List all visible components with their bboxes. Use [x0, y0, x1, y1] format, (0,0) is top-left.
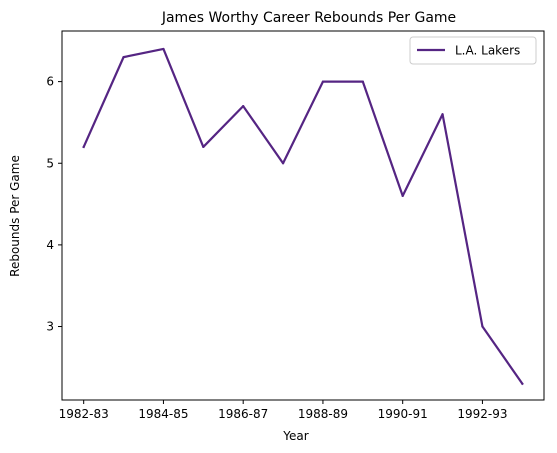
legend-label: L.A. Lakers: [455, 44, 520, 58]
x-tick-label: 1988-89: [298, 407, 348, 421]
chart-title: James Worthy Career Rebounds Per Game: [161, 10, 456, 26]
data-point: [281, 162, 285, 165]
data-point: [481, 325, 484, 328]
data-point: [202, 145, 205, 149]
y-axis-ticks: 3 4 5 6: [46, 75, 62, 334]
data-point: [441, 113, 444, 116]
data-point: [82, 145, 85, 149]
y-tick-label: 4: [46, 238, 54, 252]
x-tick-label: 1982-83: [59, 407, 109, 421]
data-point: [242, 105, 245, 108]
y-tick-label: 5: [46, 156, 54, 170]
x-tick-label: 1986-87: [218, 407, 268, 421]
data-point: [521, 382, 524, 385]
legend-box: [409, 36, 537, 65]
data-point: [321, 80, 325, 83]
x-tick-label: 1984-85: [138, 407, 188, 421]
data-point: [361, 80, 364, 83]
y-tick-label: 6: [46, 75, 54, 89]
series-line: [82, 47, 524, 386]
legend: L.A. Lakers: [409, 36, 537, 65]
series-layer: [82, 47, 524, 386]
data-point: [122, 56, 125, 59]
x-tick-label: 1990-91: [378, 407, 428, 421]
x-axis-label: Year: [282, 429, 308, 443]
plot-area: [61, 30, 545, 401]
y-axis-label: Rebounds Per Game: [8, 155, 22, 277]
data-point: [162, 47, 165, 51]
x-tick-label: 1992-93: [457, 407, 507, 421]
y-tick-label: 3: [46, 320, 54, 334]
x-axis-ticks: 1982-83 1984-85 1986-87 1988-89 1990-91 1992-…: [59, 400, 508, 421]
data-point: [401, 194, 404, 198]
